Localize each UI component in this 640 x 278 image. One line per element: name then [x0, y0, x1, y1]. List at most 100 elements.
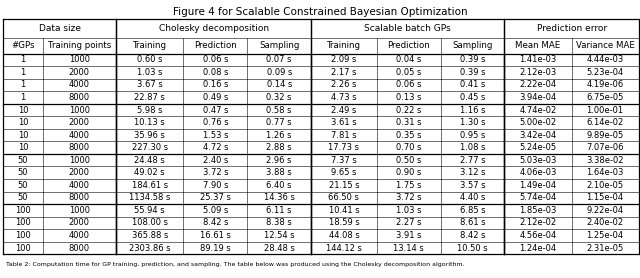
Text: 8.42 s: 8.42 s	[460, 231, 485, 240]
Text: 1.26 s: 1.26 s	[266, 131, 292, 140]
Text: Figure 4 for Scalable Constrained Bayesian Optimization: Figure 4 for Scalable Constrained Bayesi…	[173, 7, 467, 17]
Text: 4.73 s: 4.73 s	[331, 93, 356, 102]
Text: Variance MAE: Variance MAE	[576, 41, 635, 50]
Text: Training points: Training points	[48, 41, 111, 50]
Text: 1000: 1000	[69, 55, 90, 64]
Text: 21.15 s: 21.15 s	[328, 181, 359, 190]
Text: 1: 1	[20, 93, 26, 102]
Text: 5.24e-05: 5.24e-05	[520, 143, 557, 152]
Text: 8000: 8000	[69, 93, 90, 102]
Text: 8000: 8000	[69, 244, 90, 253]
Text: 7.90 s: 7.90 s	[203, 181, 228, 190]
Text: 3.61 s: 3.61 s	[331, 118, 356, 127]
Text: 10.13 s: 10.13 s	[134, 118, 165, 127]
Text: 50: 50	[18, 193, 28, 202]
Text: 1.41e-03: 1.41e-03	[520, 55, 557, 64]
Text: 4.06e-03: 4.06e-03	[519, 168, 557, 177]
Text: 35.96 s: 35.96 s	[134, 131, 165, 140]
Text: 8.42 s: 8.42 s	[203, 219, 228, 227]
Text: 49.02 s: 49.02 s	[134, 168, 165, 177]
Text: Mean MAE: Mean MAE	[515, 41, 561, 50]
Text: 3.57 s: 3.57 s	[460, 181, 485, 190]
Text: 2.96 s: 2.96 s	[266, 156, 292, 165]
Text: Scalable batch GPs: Scalable batch GPs	[364, 24, 451, 33]
Text: 184.61 s: 184.61 s	[132, 181, 168, 190]
Text: 0.41 s: 0.41 s	[460, 80, 485, 90]
Text: Training: Training	[132, 41, 167, 50]
Text: 1.53 s: 1.53 s	[203, 131, 228, 140]
Text: 0.16 s: 0.16 s	[203, 80, 228, 90]
Text: 0.45 s: 0.45 s	[460, 93, 485, 102]
Text: 8.61 s: 8.61 s	[460, 219, 485, 227]
Text: 6.85 s: 6.85 s	[460, 206, 485, 215]
Text: 13.14 s: 13.14 s	[393, 244, 424, 253]
Text: 4000: 4000	[69, 231, 90, 240]
Text: Prediction: Prediction	[194, 41, 237, 50]
Text: 100: 100	[15, 231, 31, 240]
Text: 17.73 s: 17.73 s	[328, 143, 360, 152]
Text: 365.88 s: 365.88 s	[132, 231, 168, 240]
Text: 9.89e-05: 9.89e-05	[586, 131, 624, 140]
Text: 5.98 s: 5.98 s	[137, 106, 163, 115]
Text: 0.39 s: 0.39 s	[460, 55, 485, 64]
Text: 1.75 s: 1.75 s	[396, 181, 421, 190]
Text: 1.49e-04: 1.49e-04	[520, 181, 557, 190]
Text: 5.09 s: 5.09 s	[203, 206, 228, 215]
Text: 1.30 s: 1.30 s	[460, 118, 485, 127]
Text: 1000: 1000	[69, 206, 90, 215]
Text: 100: 100	[15, 244, 31, 253]
Text: 1.64e-03: 1.64e-03	[586, 168, 624, 177]
Text: 1.03 s: 1.03 s	[396, 206, 421, 215]
Text: 0.32 s: 0.32 s	[266, 93, 292, 102]
Text: 4000: 4000	[69, 80, 90, 90]
Text: 4.40 s: 4.40 s	[460, 193, 485, 202]
Text: 100: 100	[15, 206, 31, 215]
Text: 4.19e-06: 4.19e-06	[586, 80, 624, 90]
Text: 4000: 4000	[69, 181, 90, 190]
Text: 2.26 s: 2.26 s	[331, 80, 356, 90]
Text: 3.91 s: 3.91 s	[396, 231, 421, 240]
Text: 10.50 s: 10.50 s	[457, 244, 488, 253]
Text: 3.72 s: 3.72 s	[396, 193, 421, 202]
Text: 1.08 s: 1.08 s	[460, 143, 485, 152]
Text: 50: 50	[18, 168, 28, 177]
Text: 9.65 s: 9.65 s	[331, 168, 356, 177]
Text: 5.00e-02: 5.00e-02	[520, 118, 557, 127]
Text: 0.31 s: 0.31 s	[396, 118, 421, 127]
Text: 1.16 s: 1.16 s	[460, 106, 485, 115]
Text: Cholesky decomposition: Cholesky decomposition	[159, 24, 269, 33]
Text: 100: 100	[15, 219, 31, 227]
Text: Table 2: Computation time for GP training, prediction, and sampling. The table b: Table 2: Computation time for GP trainin…	[6, 262, 465, 267]
Text: 44.08 s: 44.08 s	[328, 231, 359, 240]
Text: Prediction: Prediction	[387, 41, 430, 50]
Text: 4.56e-04: 4.56e-04	[520, 231, 557, 240]
Text: 0.70 s: 0.70 s	[396, 143, 421, 152]
Text: 0.50 s: 0.50 s	[396, 156, 421, 165]
Text: 2.27 s: 2.27 s	[396, 219, 421, 227]
Text: 0.49 s: 0.49 s	[203, 93, 228, 102]
Text: 0.47 s: 0.47 s	[203, 106, 228, 115]
Text: 3.12 s: 3.12 s	[460, 168, 485, 177]
Text: 22.87 s: 22.87 s	[134, 93, 165, 102]
Text: 10: 10	[18, 106, 28, 115]
Text: 4.74e-02: 4.74e-02	[520, 106, 557, 115]
Text: 0.06 s: 0.06 s	[203, 55, 228, 64]
Text: 2.49 s: 2.49 s	[332, 106, 356, 115]
Text: 0.14 s: 0.14 s	[266, 80, 292, 90]
Text: 10: 10	[18, 131, 28, 140]
Text: 0.05 s: 0.05 s	[396, 68, 421, 77]
Text: 3.88 s: 3.88 s	[266, 168, 292, 177]
Text: 1134.58 s: 1134.58 s	[129, 193, 170, 202]
Text: 10: 10	[18, 143, 28, 152]
Text: 2000: 2000	[69, 168, 90, 177]
Text: 2000: 2000	[69, 68, 90, 77]
Text: 144.12 s: 144.12 s	[326, 244, 362, 253]
Text: 4000: 4000	[69, 131, 90, 140]
Text: 50: 50	[18, 181, 28, 190]
Text: 3.38e-02: 3.38e-02	[586, 156, 624, 165]
Text: 1.03 s: 1.03 s	[137, 68, 163, 77]
Text: 1000: 1000	[69, 106, 90, 115]
Text: 0.07 s: 0.07 s	[266, 55, 292, 64]
Text: 12.54 s: 12.54 s	[264, 231, 294, 240]
Text: 50: 50	[18, 156, 28, 165]
